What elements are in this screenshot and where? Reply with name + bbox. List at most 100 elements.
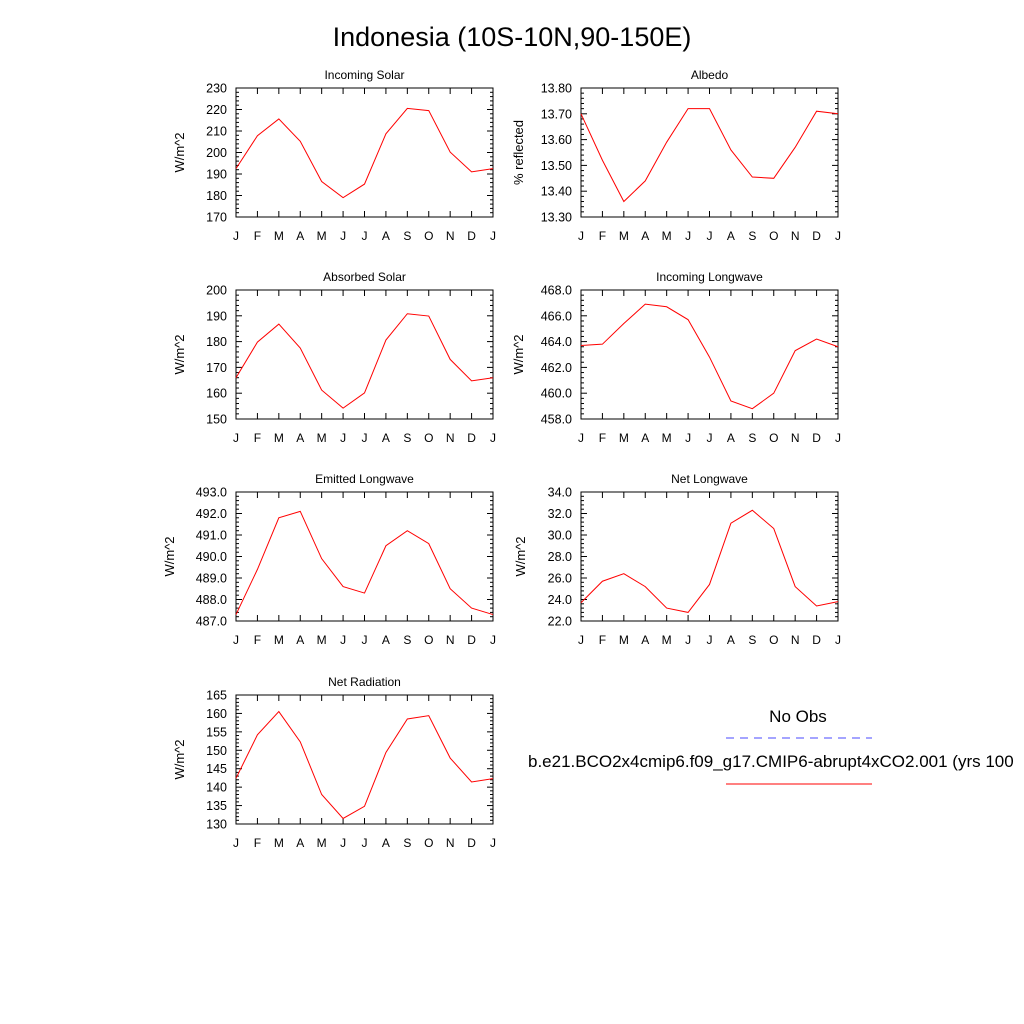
x-tick-label-net-longwave: A xyxy=(727,633,735,647)
x-tick-label-albedo: F xyxy=(599,229,606,243)
x-tick-label-emitted-longwave: J xyxy=(490,633,496,647)
y-tick-label-incoming-longwave: 466.0 xyxy=(541,309,572,323)
x-tick-label-emitted-longwave: F xyxy=(254,633,261,647)
panel-title-incoming-solar: Incoming Solar xyxy=(324,68,404,82)
y-tick-label-net-longwave: 26.0 xyxy=(548,572,572,586)
y-tick-label-absorbed-solar: 200 xyxy=(206,284,227,298)
y-tick-label-albedo: 13.30 xyxy=(541,211,572,225)
y-tick-label-emitted-longwave: 488.0 xyxy=(196,593,227,607)
x-tick-label-albedo: D xyxy=(812,229,821,243)
y-tick-label-albedo: 13.40 xyxy=(541,185,572,199)
x-tick-label-net-radiation: A xyxy=(296,836,304,850)
plot-frame-incoming-solar xyxy=(235,87,494,218)
x-tick-label-albedo: N xyxy=(791,229,800,243)
x-tick-label-net-radiation: J xyxy=(233,836,239,850)
y-axis-label-absorbed-solar: W/m^2 xyxy=(172,334,187,374)
y-tick-label-emitted-longwave: 493.0 xyxy=(196,486,227,500)
x-tick-label-absorbed-solar: N xyxy=(446,431,455,445)
x-tick-label-emitted-longwave: M xyxy=(274,633,284,647)
series-line-incoming-longwave xyxy=(580,303,839,410)
x-tick-label-emitted-longwave: N xyxy=(446,633,455,647)
x-tick-label-incoming-longwave: J xyxy=(578,431,584,445)
y-tick-label-absorbed-solar: 150 xyxy=(206,413,227,427)
y-tick-label-albedo: 13.70 xyxy=(541,107,572,121)
x-tick-label-net-longwave: M xyxy=(619,633,629,647)
y-tick-label-net-longwave: 24.0 xyxy=(548,593,572,607)
y-axis-label-incoming-solar: W/m^2 xyxy=(172,132,187,172)
x-tick-label-albedo: M xyxy=(662,229,672,243)
x-tick-label-incoming-solar: M xyxy=(317,229,327,243)
x-tick-label-incoming-longwave: A xyxy=(641,431,649,445)
y-axis-label-albedo: % reflected xyxy=(511,120,526,185)
series-line-absorbed-solar xyxy=(235,313,494,409)
y-tick-label-net-radiation: 150 xyxy=(206,744,227,758)
y-axis-label-emitted-longwave: W/m^2 xyxy=(162,536,177,576)
y-tick-label-emitted-longwave: 490.0 xyxy=(196,550,227,564)
x-tick-label-net-longwave: S xyxy=(748,633,756,647)
plot-frame-emitted-longwave xyxy=(235,491,494,622)
series-line-net-longwave xyxy=(580,509,839,613)
y-tick-label-incoming-solar: 200 xyxy=(206,146,227,160)
y-tick-label-net-radiation: 155 xyxy=(206,725,227,739)
y-tick-label-incoming-solar: 220 xyxy=(206,103,227,117)
y-tick-label-emitted-longwave: 491.0 xyxy=(196,529,227,543)
y-tick-label-absorbed-solar: 190 xyxy=(206,309,227,323)
x-tick-label-incoming-solar: A xyxy=(296,229,304,243)
x-tick-label-incoming-longwave: N xyxy=(791,431,800,445)
x-tick-label-absorbed-solar: S xyxy=(403,431,411,445)
y-tick-label-net-radiation: 135 xyxy=(206,799,227,813)
x-tick-label-net-longwave: A xyxy=(641,633,649,647)
x-tick-label-absorbed-solar: A xyxy=(382,431,390,445)
x-tick-label-incoming-solar: F xyxy=(254,229,261,243)
x-tick-label-absorbed-solar: J xyxy=(490,431,496,445)
panel-title-emitted-longwave: Emitted Longwave xyxy=(315,472,414,486)
y-tick-label-incoming-longwave: 462.0 xyxy=(541,361,572,375)
x-tick-label-incoming-longwave: J xyxy=(707,431,713,445)
x-tick-label-incoming-solar: D xyxy=(467,229,476,243)
figure-title: Indonesia (10S-10N,90-150E) xyxy=(333,22,692,52)
plot-frame-incoming-longwave xyxy=(580,289,839,420)
x-tick-label-absorbed-solar: M xyxy=(317,431,327,445)
x-tick-label-emitted-longwave: J xyxy=(362,633,368,647)
x-tick-label-absorbed-solar: J xyxy=(340,431,346,445)
x-tick-label-incoming-solar: J xyxy=(362,229,368,243)
x-tick-label-emitted-longwave: A xyxy=(382,633,390,647)
x-tick-label-net-longwave: J xyxy=(685,633,691,647)
x-tick-label-albedo: M xyxy=(619,229,629,243)
y-tick-label-incoming-solar: 210 xyxy=(206,125,227,139)
x-tick-label-net-radiation: J xyxy=(490,836,496,850)
x-tick-label-emitted-longwave: A xyxy=(296,633,304,647)
y-tick-label-net-radiation: 145 xyxy=(206,762,227,776)
x-tick-label-absorbed-solar: A xyxy=(296,431,304,445)
y-tick-label-albedo: 13.50 xyxy=(541,159,572,173)
x-tick-label-net-radiation: M xyxy=(274,836,284,850)
y-tick-label-incoming-solar: 170 xyxy=(206,211,227,225)
x-tick-label-albedo: J xyxy=(835,229,841,243)
y-tick-label-net-radiation: 160 xyxy=(206,707,227,721)
x-tick-label-albedo: J xyxy=(685,229,691,243)
x-tick-label-incoming-longwave: M xyxy=(619,431,629,445)
x-tick-label-incoming-longwave: D xyxy=(812,431,821,445)
legend-model-label: b.e21.BCO2x4cmip6.f09_g17.CMIP6-abrupt4x… xyxy=(528,752,1014,771)
x-tick-label-net-radiation: A xyxy=(382,836,390,850)
plot-frame-absorbed-solar xyxy=(235,289,494,420)
x-tick-label-incoming-solar: M xyxy=(274,229,284,243)
x-tick-label-emitted-longwave: M xyxy=(317,633,327,647)
y-tick-label-net-radiation: 140 xyxy=(206,781,227,795)
x-tick-label-absorbed-solar: O xyxy=(424,431,433,445)
x-tick-label-albedo: O xyxy=(769,229,778,243)
x-tick-label-incoming-longwave: J xyxy=(685,431,691,445)
x-tick-label-net-radiation: D xyxy=(467,836,476,850)
x-tick-label-incoming-solar: N xyxy=(446,229,455,243)
y-axis-label-net-radiation: W/m^2 xyxy=(172,739,187,779)
series-line-albedo xyxy=(580,108,839,203)
y-tick-label-net-longwave: 30.0 xyxy=(548,529,572,543)
